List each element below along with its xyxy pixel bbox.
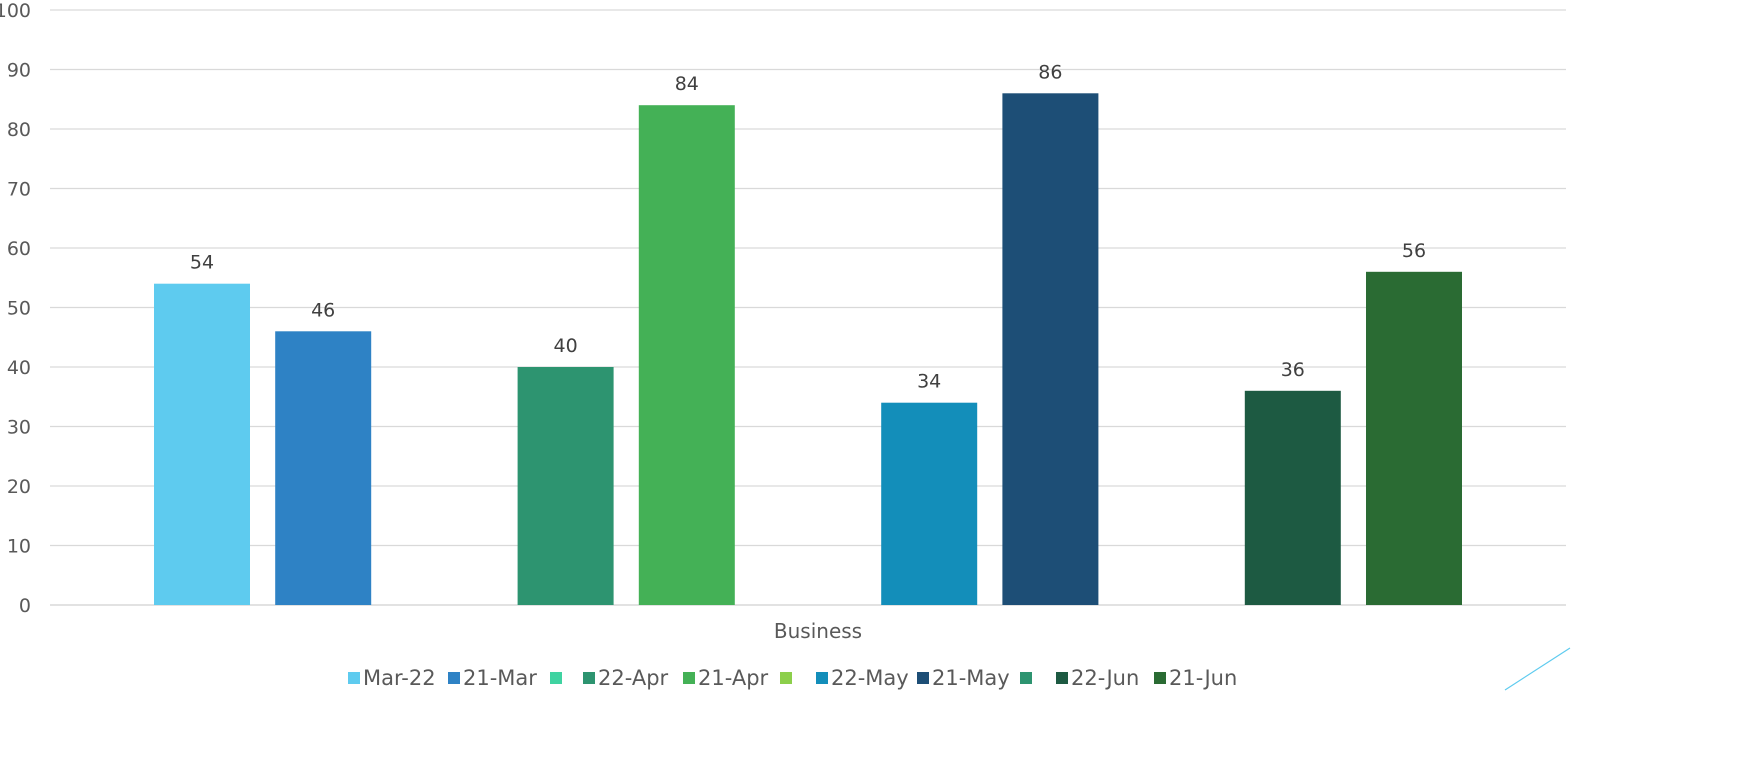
legend-label: 21-Mar (463, 666, 537, 690)
bars (154, 93, 1462, 606)
data-label: 36 (1281, 359, 1305, 381)
bar-21-may (1002, 93, 1099, 606)
legend-swatch (1020, 672, 1032, 684)
legend-item: 21-Mar (448, 666, 537, 690)
data-label: 34 (917, 371, 941, 393)
y-axis-ticks: 0 10 20 30 40 50 60 70 80 90 100 (0, 0, 31, 617)
bar-22-may (881, 402, 978, 605)
legend-swatch (683, 672, 695, 684)
legend-item: 22-Jun (1056, 666, 1139, 690)
legend-label: 21-Jun (1169, 666, 1237, 690)
legend-item: 22-May (816, 666, 909, 690)
x-category-label: Business (774, 619, 862, 643)
legend-label: 21-Apr (698, 666, 769, 690)
data-label: 86 (1038, 61, 1062, 83)
y-tick-label: 50 (7, 298, 31, 320)
legend-label: 22-May (831, 666, 909, 690)
decorative-accent-line (1504, 647, 1571, 691)
legend-label: 22-Apr (598, 666, 669, 690)
y-tick-label: 60 (7, 238, 31, 260)
bar-21-mar (275, 331, 372, 605)
y-tick-label: 40 (7, 357, 31, 379)
legend-swatch (448, 672, 460, 684)
legend-item (1020, 672, 1032, 684)
legend-item (780, 672, 792, 684)
data-label: 40 (554, 335, 578, 357)
data-label: 54 (190, 252, 214, 274)
legend-swatch (917, 672, 929, 684)
legend-item: 21-Jun (1154, 666, 1237, 690)
legend-item: 21-May (917, 666, 1010, 690)
legend-swatch (1056, 672, 1068, 684)
legend-item: 22-Apr (583, 666, 669, 690)
bar-22-jun (1244, 390, 1341, 605)
legend-label: Mar-22 (363, 666, 436, 690)
data-labels: 54 46 40 84 34 86 36 56 (190, 61, 1426, 392)
y-tick-label: 10 (7, 536, 31, 558)
legend-item: Mar-22 (348, 666, 436, 690)
legend-swatch (1154, 672, 1166, 684)
y-tick-label: 30 (7, 417, 31, 439)
legend-label: 22-Jun (1071, 666, 1139, 690)
y-tick-label: 100 (0, 0, 31, 22)
legend-swatch (550, 672, 562, 684)
legend-swatch (583, 672, 595, 684)
legend-label: 21-May (932, 666, 1010, 690)
data-label: 46 (311, 299, 335, 321)
legend-swatch (816, 672, 828, 684)
data-label: 84 (675, 73, 699, 95)
bar-21-jun (1366, 271, 1462, 605)
legend: Mar-22 21-Mar 22-Apr 21-Apr 22-May 21-May 22-J… (348, 666, 1237, 690)
y-tick-label: 90 (7, 60, 31, 82)
data-label: 56 (1402, 240, 1426, 262)
bar-21-apr (638, 105, 735, 605)
legend-swatch (780, 672, 792, 684)
legend-swatch (348, 672, 360, 684)
y-tick-label: 80 (7, 119, 31, 141)
legend-item (550, 672, 562, 684)
y-tick-label: 20 (7, 476, 31, 498)
bar-mar-22 (154, 283, 250, 605)
bar-22-apr (517, 367, 614, 605)
legend-item: 21-Apr (683, 666, 769, 690)
y-tick-label: 0 (19, 595, 31, 617)
y-tick-label: 70 (7, 179, 31, 201)
